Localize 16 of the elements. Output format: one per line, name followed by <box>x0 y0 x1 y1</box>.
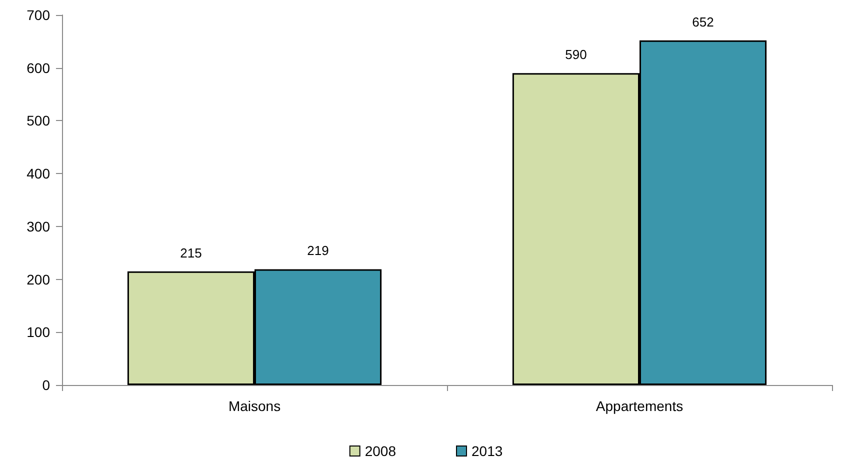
x-tick-label: Maisons <box>228 398 281 414</box>
x-tick-label: Appartements <box>596 398 684 414</box>
legend-label: 2013 <box>472 443 503 459</box>
y-tick-label: 100 <box>26 324 50 340</box>
y-tick-label: 0 <box>42 377 50 393</box>
y-tick-label: 700 <box>26 7 50 23</box>
y-tick-label: 600 <box>26 60 50 76</box>
legend-label: 2008 <box>364 443 396 459</box>
data-label: 215 <box>180 245 202 260</box>
y-tick-label: 200 <box>26 271 50 288</box>
y-tick-label: 400 <box>26 166 50 182</box>
data-label: 652 <box>692 14 714 30</box>
y-tick-label: 300 <box>26 218 50 234</box>
y-tick-label: 500 <box>26 112 50 129</box>
data-label: 590 <box>565 47 587 62</box>
data-label: 219 <box>307 243 329 258</box>
